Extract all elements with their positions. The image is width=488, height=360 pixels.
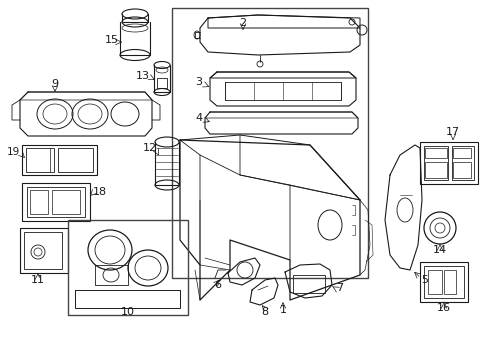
Bar xyxy=(427,270,441,294)
Bar xyxy=(292,275,325,293)
Bar xyxy=(52,190,80,214)
Text: 3: 3 xyxy=(195,77,202,87)
Bar xyxy=(451,146,473,180)
Text: 13: 13 xyxy=(136,71,150,81)
Text: 14: 14 xyxy=(432,245,446,255)
Bar xyxy=(20,228,68,273)
Text: 9: 9 xyxy=(51,79,59,89)
Bar xyxy=(452,162,470,178)
Bar xyxy=(172,8,367,278)
Text: 1: 1 xyxy=(279,305,286,315)
Text: 18: 18 xyxy=(93,187,107,197)
Bar xyxy=(30,190,48,214)
Bar xyxy=(419,262,467,302)
Text: 16: 16 xyxy=(436,303,450,313)
Bar xyxy=(27,187,85,217)
Bar xyxy=(419,142,477,184)
Bar xyxy=(68,220,187,315)
Bar xyxy=(26,148,54,172)
Text: 10: 10 xyxy=(121,307,135,317)
Text: 5: 5 xyxy=(421,275,427,285)
Bar xyxy=(22,183,90,221)
Text: 4: 4 xyxy=(195,113,202,123)
Bar xyxy=(423,266,463,298)
Text: 7: 7 xyxy=(336,283,343,293)
Bar xyxy=(22,145,97,175)
Bar xyxy=(423,146,447,180)
Text: 12: 12 xyxy=(142,143,157,153)
Text: 11: 11 xyxy=(31,275,45,285)
Bar xyxy=(424,162,446,178)
Bar xyxy=(443,270,455,294)
Bar xyxy=(157,78,167,88)
Bar xyxy=(424,148,446,158)
Text: 6: 6 xyxy=(214,280,221,290)
Text: 15: 15 xyxy=(105,35,119,45)
Text: 8: 8 xyxy=(261,307,268,317)
Text: 2: 2 xyxy=(239,18,246,28)
Bar xyxy=(24,232,62,269)
Text: 19: 19 xyxy=(6,147,20,157)
Bar xyxy=(58,148,93,172)
Bar xyxy=(452,148,470,158)
Text: 17: 17 xyxy=(445,127,459,137)
